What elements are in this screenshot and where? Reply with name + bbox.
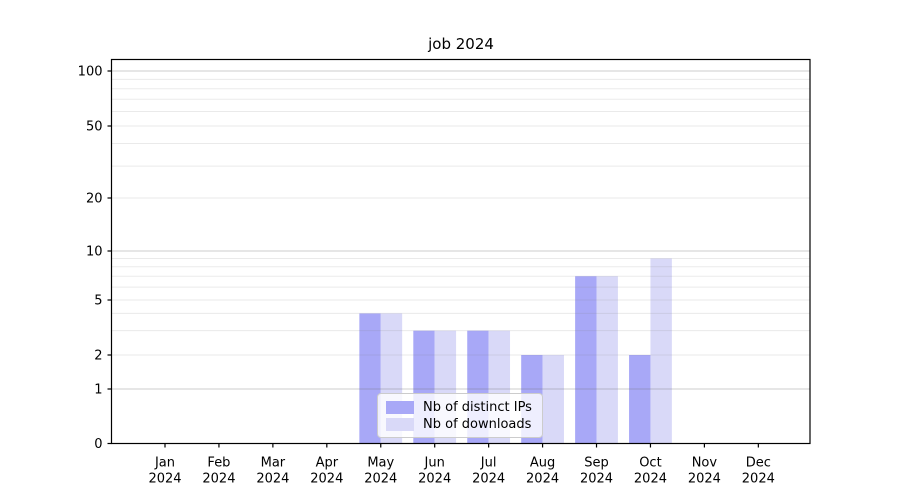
x-tick-label-month: Apr bbox=[316, 456, 339, 471]
legend-label-downloads: Nb of downloads bbox=[423, 416, 532, 432]
x-tick-label-year: 2024 bbox=[256, 472, 289, 487]
x-tick-label-month: Sep bbox=[584, 456, 609, 471]
x-tick-label-month: Aug bbox=[530, 456, 555, 471]
bar-downloads bbox=[542, 355, 564, 444]
chart-title: job 2024 bbox=[428, 35, 494, 53]
x-tick-label-month: Dec bbox=[746, 456, 771, 471]
legend-label-distinct-ips: Nb of distinct IPs bbox=[423, 399, 532, 415]
y-tick-label: 0 bbox=[94, 437, 102, 452]
bar-downloads bbox=[650, 258, 672, 444]
x-tick-label-year: 2024 bbox=[148, 472, 181, 487]
legend-item-downloads: Nb of downloads bbox=[386, 416, 534, 432]
x-tick-label-month: Jul bbox=[480, 456, 497, 471]
y-tick-label: 10 bbox=[86, 245, 103, 260]
x-tick-label-year: 2024 bbox=[580, 472, 613, 487]
x-tick-label-year: 2024 bbox=[364, 472, 397, 487]
y-tick-label: 2 bbox=[94, 349, 102, 364]
x-tick-label-year: 2024 bbox=[418, 472, 451, 487]
x-tick-label-year: 2024 bbox=[742, 472, 775, 487]
x-tick-label-year: 2024 bbox=[472, 472, 505, 487]
x-tick-label-year: 2024 bbox=[634, 472, 667, 487]
x-tick-label-year: 2024 bbox=[310, 472, 343, 487]
legend-swatch-downloads-icon bbox=[386, 417, 414, 431]
x-tick-label-year: 2024 bbox=[526, 472, 559, 487]
y-tick-label: 100 bbox=[78, 65, 103, 80]
x-tick-label-month: May bbox=[367, 456, 394, 471]
bar-distinct-ips bbox=[629, 355, 651, 444]
y-tick-label: 1 bbox=[94, 383, 102, 398]
y-tick-label: 20 bbox=[86, 192, 103, 207]
x-tick-label-year: 2024 bbox=[688, 472, 721, 487]
bar-downloads bbox=[596, 276, 618, 444]
x-tick-label-month: Oct bbox=[639, 456, 661, 471]
x-tick-label-month: Feb bbox=[207, 456, 230, 471]
x-tick-label-month: Jan bbox=[154, 456, 175, 471]
x-tick-label-month: Mar bbox=[261, 456, 286, 471]
bar-distinct-ips bbox=[575, 276, 597, 444]
bar-distinct-ips bbox=[359, 313, 381, 444]
y-tick-label: 50 bbox=[86, 120, 103, 135]
x-tick-label-month: Nov bbox=[692, 456, 718, 471]
legend: Nb of distinct IPs Nb of downloads bbox=[377, 393, 543, 438]
legend-item-distinct-ips: Nb of distinct IPs bbox=[386, 399, 534, 415]
legend-swatch-distinct-ips-icon bbox=[386, 400, 414, 414]
x-tick-label-month: Jun bbox=[424, 456, 445, 471]
x-tick-label-year: 2024 bbox=[202, 472, 235, 487]
y-tick-label: 5 bbox=[94, 294, 102, 309]
